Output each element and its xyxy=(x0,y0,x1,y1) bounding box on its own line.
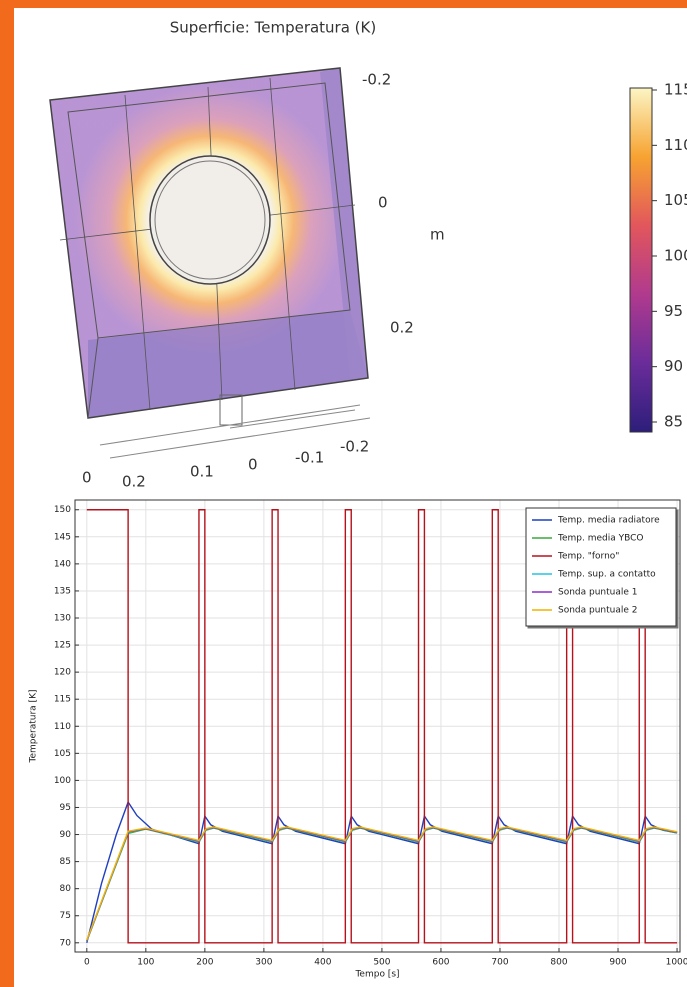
colorbar-label: 115 xyxy=(664,81,687,99)
y-tick-label: 150 xyxy=(54,505,71,515)
x-tick-label: 200 xyxy=(196,958,213,968)
y-tick-label: 135 xyxy=(54,586,71,596)
x-tick-label: -0.1 xyxy=(295,449,324,467)
x-tick-label: 800 xyxy=(550,958,567,968)
x-tick-label: 1000 xyxy=(666,958,687,968)
screenshot: Superficie: Temperatura (K) m -0.2 0 0.2 -0… xyxy=(0,0,687,987)
x-tick-label: 0.1 xyxy=(190,463,214,481)
y-tick-label: 115 xyxy=(54,695,71,705)
y-tick-label: 125 xyxy=(54,641,71,651)
colorbar-label: 95 xyxy=(664,302,683,320)
y-tick-label: 80 xyxy=(60,884,72,894)
y-axis-label: Temperatura [K] xyxy=(29,690,39,764)
y-tick-label: 105 xyxy=(54,749,71,759)
colorbar-label: 110 xyxy=(664,136,687,154)
x-tick-label: 300 xyxy=(255,958,272,968)
x-tick-label: 900 xyxy=(609,958,626,968)
surface-title: Superficie: Temperatura (K) xyxy=(170,19,376,37)
y-tick-label: 70 xyxy=(60,938,72,948)
colorbar-label: 105 xyxy=(664,191,687,209)
y-tick-label: 130 xyxy=(54,614,71,624)
y-tick-label: 90 xyxy=(60,830,72,840)
x-tick-label: 400 xyxy=(314,958,331,968)
legend-label: Temp. "forno" xyxy=(557,552,619,562)
x-tick-label: 600 xyxy=(432,958,449,968)
y-tick-label: 0.2 xyxy=(390,319,414,337)
colorbar-label: 90 xyxy=(664,357,683,375)
x-axis-label: Tempo [s] xyxy=(354,970,399,980)
y-tick-label: 120 xyxy=(54,668,71,678)
x-tick-label: 500 xyxy=(373,958,390,968)
legend-label: Sonda puntuale 1 xyxy=(558,588,638,598)
x-tick-label: -0.2 xyxy=(340,438,369,456)
legend-label: Temp. sup. a contatto xyxy=(557,570,656,580)
y-tick-label: 0 xyxy=(378,194,388,212)
y-tick-label: 75 xyxy=(60,911,71,921)
colorbar xyxy=(630,88,652,432)
axis-unit: m xyxy=(430,226,445,244)
x-tick-label: 100 xyxy=(137,958,154,968)
y-tick-label: 95 xyxy=(60,803,71,813)
page: Superficie: Temperatura (K) m -0.2 0 0.2 -0… xyxy=(0,0,687,987)
y-tick-label: 85 xyxy=(60,857,71,867)
y-tick-label: 145 xyxy=(54,532,71,542)
legend-label: Temp. media radiatore xyxy=(557,516,660,526)
x-tick-label: 0 xyxy=(84,958,90,968)
colorbar-label: 100 xyxy=(664,247,687,265)
legend-label: Temp. media YBCO xyxy=(557,534,643,544)
x-tick-label: 0.2 xyxy=(122,473,146,491)
z-tick-label: 0 xyxy=(82,469,92,487)
y-tick-label: 100 xyxy=(54,776,71,786)
colorbar-label: 85 xyxy=(664,413,683,431)
y-tick-label: -0.2 xyxy=(362,71,391,89)
legend-label: Sonda puntuale 2 xyxy=(558,606,638,616)
y-tick-label: 110 xyxy=(54,722,71,732)
x-tick-label: 700 xyxy=(491,958,508,968)
x-tick-label: 0 xyxy=(248,456,258,474)
y-tick-label: 140 xyxy=(54,559,71,569)
